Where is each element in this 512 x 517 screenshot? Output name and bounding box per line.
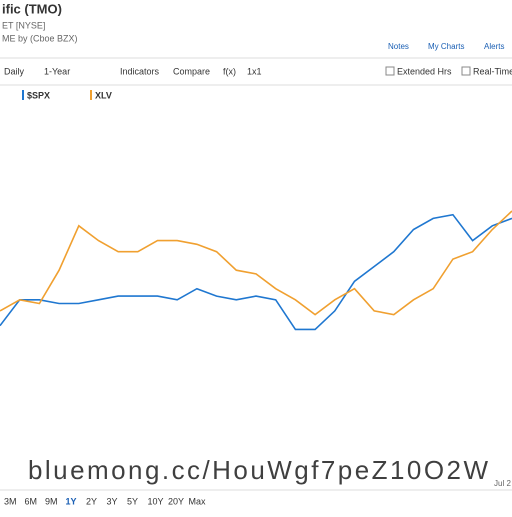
range-button[interactable]: 10Y bbox=[148, 496, 164, 506]
title: ific (TMO) bbox=[2, 1, 62, 16]
toolbar-item[interactable]: Indicators bbox=[120, 66, 160, 76]
range-button[interactable]: 5Y bbox=[127, 496, 138, 506]
watermark-bg bbox=[20, 455, 490, 487]
checkbox-label[interactable]: Real-Time bbox=[473, 66, 512, 76]
toolbar-item[interactable]: Daily bbox=[4, 66, 25, 76]
checkbox[interactable] bbox=[385, 66, 395, 76]
range-button[interactable]: 3Y bbox=[107, 496, 118, 506]
legend-label: XLV bbox=[95, 90, 112, 100]
toolbar-item[interactable]: f(x) bbox=[223, 66, 236, 76]
legend-swatch bbox=[90, 90, 92, 100]
checkbox[interactable] bbox=[461, 66, 471, 76]
legend-label: $SPX bbox=[27, 90, 50, 100]
range-button[interactable]: 6M bbox=[25, 496, 38, 506]
toolbar-item[interactable]: 1x1 bbox=[247, 66, 262, 76]
range-button[interactable]: 1Y bbox=[66, 496, 77, 506]
header-link[interactable]: Notes bbox=[388, 42, 409, 51]
x-label: Jul 2 bbox=[494, 479, 511, 488]
range-button[interactable]: 9M bbox=[45, 496, 58, 506]
range-button[interactable]: 2Y bbox=[86, 496, 97, 506]
toolbar-item[interactable]: Compare bbox=[173, 66, 210, 76]
source: ME by (Cboe BZX) bbox=[2, 33, 78, 43]
header-link[interactable]: My Charts bbox=[428, 42, 464, 51]
legend-swatch bbox=[22, 90, 24, 100]
toolbar-item[interactable]: 1-Year bbox=[44, 66, 70, 76]
watermark: bluemong.cc/HouWgf7peZ10O2W bbox=[28, 455, 488, 485]
range-button[interactable]: 20Y bbox=[168, 496, 184, 506]
series-line bbox=[0, 210, 512, 316]
checkbox-label[interactable]: Extended Hrs bbox=[397, 66, 452, 76]
range-button[interactable]: Max bbox=[189, 496, 207, 506]
header-link[interactable]: Alerts bbox=[484, 42, 504, 51]
range-button[interactable]: 3M bbox=[4, 496, 17, 506]
exchange: ET [NYSE] bbox=[2, 20, 45, 30]
series-line bbox=[0, 213, 512, 331]
